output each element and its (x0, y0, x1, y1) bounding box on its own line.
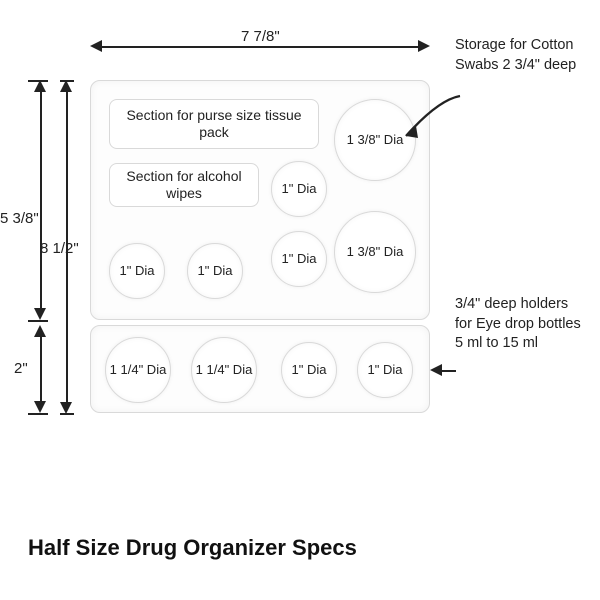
circle-bottom-d: 1" Dia (357, 342, 413, 398)
circle-bl-right: 1" Dia (187, 243, 243, 299)
upper-height-dim-line (40, 92, 42, 308)
page-title: Half Size Drug Organizer Specs (28, 535, 357, 561)
tick-top (60, 80, 74, 82)
callout-arrow-icon (398, 90, 468, 150)
diagram-container: 7 7/8" 8 1/2" 5 3/8" 2" Section for purs… (0, 0, 600, 600)
width-label: 7 7/8" (235, 28, 286, 45)
lower-height-label: 2" (14, 360, 28, 377)
circle-bottom-a: 1 1/4" Dia (105, 337, 171, 403)
total-height-label: 8 1/2" (40, 240, 79, 257)
alcohol-wipes-label: Section for alcohol wipes (114, 168, 254, 202)
tick-bottom-2 (28, 413, 48, 415)
arrow-down-icon-3 (34, 401, 46, 413)
tick-bottom (60, 413, 74, 415)
circle-label: 1" Dia (282, 181, 317, 197)
circle-label: 1 3/8" Dia (347, 244, 404, 260)
circle-label: 1 1/4" Dia (110, 362, 167, 378)
tissue-label: Section for purse size tissue pack (114, 107, 314, 141)
circle-label: 1" Dia (198, 263, 233, 279)
arrow-up-icon-3 (34, 325, 46, 337)
circle-label: 1" Dia (282, 251, 317, 267)
lower-tray: 1 1/4" Dia 1 1/4" Dia 1" Dia 1" Dia (90, 325, 430, 413)
alcohol-wipes-section: Section for alcohol wipes (109, 163, 259, 207)
callout-cotton-swabs: Storage for Cotton Swabs 2 3/4" deep (455, 36, 585, 75)
arrow-down-icon-2 (34, 308, 46, 320)
circle-mid-right-large: 1 3/8" Dia (334, 211, 416, 293)
circle-label: 1" Dia (292, 362, 327, 378)
circle-mid-1in-a: 1" Dia (271, 161, 327, 217)
circle-bl-left: 1" Dia (109, 243, 165, 299)
tick-mid (28, 320, 48, 322)
circle-label: 1 3/8" Dia (347, 132, 404, 148)
circle-label: 1 1/4" Dia (196, 362, 253, 378)
width-dim-line (102, 46, 418, 48)
callout-eye-drops: 3/4" deep holders for Eye drop bottles 5… (455, 295, 585, 354)
circle-label: 1" Dia (120, 263, 155, 279)
tissue-section: Section for purse size tissue pack (109, 99, 319, 149)
circle-bottom-c: 1" Dia (281, 342, 337, 398)
callout-arrow-left-icon (430, 364, 442, 376)
callout-arrow-line (442, 370, 456, 372)
tick-top-2 (28, 80, 48, 82)
circle-bottom-b: 1 1/4" Dia (191, 337, 257, 403)
arrow-left-icon (90, 40, 102, 52)
upper-tray: Section for purse size tissue pack Secti… (90, 80, 430, 320)
circle-label: 1" Dia (368, 362, 403, 378)
circle-mid-1in-b: 1" Dia (271, 231, 327, 287)
upper-height-label: 5 3/8" (0, 210, 39, 227)
lower-height-dim-line (40, 337, 42, 401)
arrow-right-icon (418, 40, 430, 52)
